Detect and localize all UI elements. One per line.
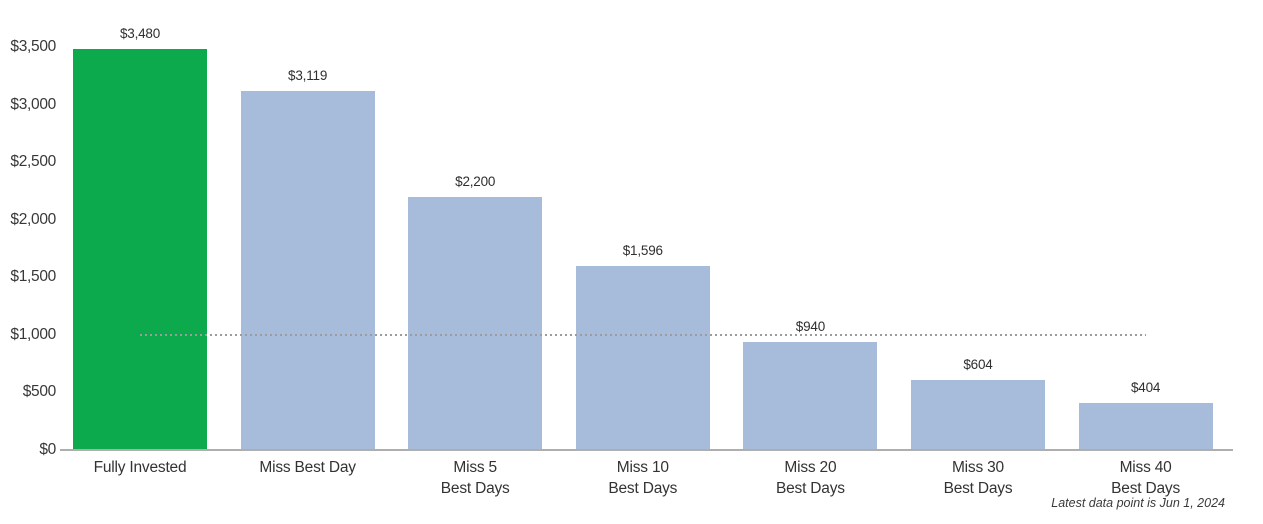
bar-value-label: $3,480: [119, 26, 161, 42]
bar-value-label: $404: [1130, 380, 1161, 396]
x-tick-label: Miss 20 Best Days: [775, 459, 845, 497]
bar-fully-invested: [73, 49, 207, 450]
bar-miss-5-best-days: [408, 196, 543, 450]
y-tick-label: $2,500: [10, 153, 56, 171]
reference-line-1000: [140, 333, 1146, 336]
y-tick-label: $3,000: [10, 95, 56, 113]
x-tick-label: Miss 10 Best Days: [608, 459, 678, 497]
x-tick-label: Miss Best Day: [259, 459, 356, 476]
bar-value-label: $2,200: [455, 173, 496, 189]
bar-value-label: $940: [795, 318, 825, 334]
y-tick-label: $0: [39, 441, 56, 458]
bar-value-label: $604: [963, 357, 993, 373]
x-axis-line: [60, 449, 1233, 451]
y-tick-label: $1,000: [10, 325, 56, 343]
bar-miss-20-best-days: [743, 341, 878, 450]
bar-miss-10-best-days: [575, 266, 710, 450]
y-tick-label: $500: [22, 383, 57, 401]
y-tick-label: $3,500: [10, 38, 56, 55]
bar-miss-40-best-days: [1078, 403, 1213, 450]
bar-value-label: $1,596: [622, 243, 663, 259]
x-tick-label: Miss 5 Best Days: [440, 459, 510, 497]
y-tick-label: $1,500: [10, 268, 56, 286]
bar-value-label: $3,119: [288, 67, 328, 83]
x-tick-label: Miss 40 Best Days: [1111, 459, 1181, 497]
x-tick-label: Fully Invested: [93, 459, 187, 476]
y-tick-label: $2,000: [10, 210, 56, 228]
footnote: Latest data point is Jun 1, 2024: [1051, 496, 1225, 510]
bar-miss-best-day: [240, 90, 375, 450]
bar-miss-30-best-days: [911, 380, 1045, 450]
x-tick-label: Miss 30 Best Days: [943, 459, 1013, 497]
